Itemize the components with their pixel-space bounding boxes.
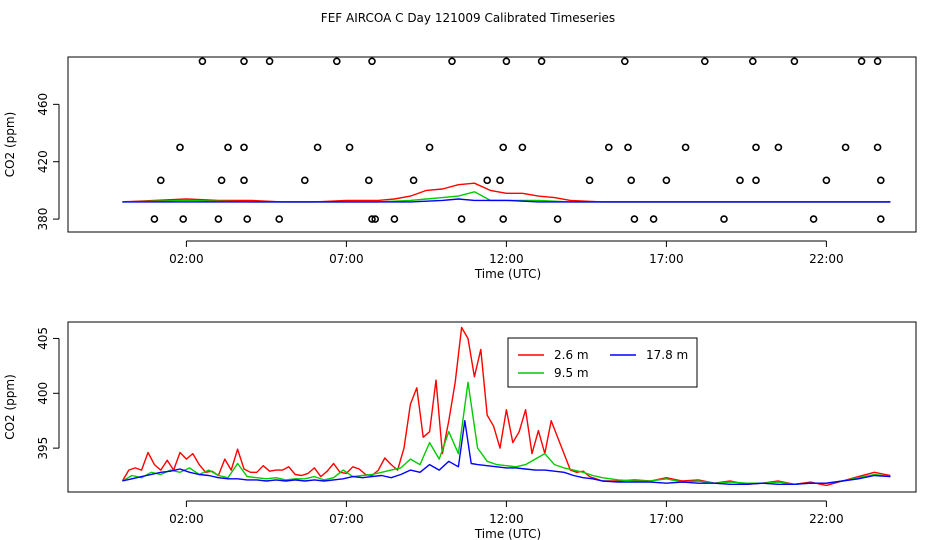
series-line-9-5-m [122,381,891,485]
data-point [409,176,418,185]
data-point [627,176,636,185]
data-point [809,215,818,223]
data-point [448,57,456,66]
x-axis-label: Time (UTC) [474,527,541,540]
data-point [822,176,831,185]
data-point [841,143,850,152]
data-point [364,176,373,185]
y-tick-label: 460 [36,93,50,116]
y-tick-label: 405 [36,327,50,350]
data-point [240,176,248,185]
legend: 2.6 m 9.5 m 17.8 m [507,337,698,388]
data-point [179,215,187,223]
data-point [368,215,376,223]
data-point [496,176,504,185]
data-point [876,176,885,185]
data-point [265,57,274,66]
data-point [332,57,341,66]
data-point [243,215,251,223]
bottom-panel: 02:00 07:00 12:00 17:00 22:00 Time (UTC) 395 40… [3,321,917,540]
data-point [585,176,594,185]
data-point [752,143,760,152]
y-axis-label: CO2 (ppm) [3,112,17,178]
data-point [198,57,207,66]
data-point [790,57,799,66]
legend-label: 2.6 m [554,348,589,362]
data-point [275,215,284,223]
data-point [604,143,613,152]
x-tick-label: 12:00 [489,252,524,266]
data-point [736,176,744,185]
chart-title: FEF AIRCOA C Day 121009 Calibrated Times… [321,11,615,25]
y-axis-label: CO2 (ppm) [3,374,17,440]
data-point [502,57,511,66]
x-tick-label: 22:00 [809,512,844,526]
data-point [876,215,885,223]
data-point [176,143,184,152]
data-point [240,57,248,66]
x-tick-label: 17:00 [649,512,684,526]
data-point [649,215,658,223]
data-point [368,57,376,66]
data-point [748,57,757,66]
x-tick-label: 07:00 [329,512,364,526]
data-point [313,143,322,152]
data-point [630,215,639,223]
data-layer [122,182,891,203]
data-point [873,57,882,66]
data-point [873,143,882,152]
x-tick-label: 12:00 [489,512,524,526]
data-point [537,57,546,66]
legend-label: 17.8 m [646,348,688,362]
data-point [425,143,434,152]
plot-frame [67,56,917,233]
data-layer [121,326,891,487]
x-tick-label: 02:00 [169,252,204,266]
data-point [752,176,760,185]
legend-label: 9.5 m [554,366,589,380]
x-tick-label: 07:00 [329,252,364,266]
data-point [300,176,309,185]
y-tick-label: 400 [36,382,50,405]
x-tick-label: 02:00 [169,512,204,526]
data-point [700,57,709,66]
data-point [240,143,248,152]
legend-box [507,337,698,388]
y-tick-label: 420 [36,150,50,173]
data-point [662,176,671,185]
x-tick-label: 17:00 [649,252,684,266]
plot-frame [67,321,917,493]
data-point [224,143,232,152]
y-tick-label: 380 [36,208,50,231]
series-line-17-8-m [122,198,891,203]
data-point [624,143,632,152]
data-point [774,143,783,152]
data-point [345,143,354,152]
data-point [214,215,223,223]
data-point [681,143,690,152]
data-point [720,215,728,223]
x-axis-label: Time (UTC) [474,267,541,281]
data-point [620,57,629,66]
data-point [217,176,226,185]
x-tick-label: 22:00 [809,252,844,266]
data-point [457,215,466,223]
data-point [483,176,492,185]
data-point [553,215,562,223]
series-line-2-6-m [122,182,891,203]
data-point [150,215,159,223]
top-panel: 02:00 07:00 12:00 17:00 22:00 Time (UTC) 380 42… [3,56,917,281]
series-line-17-8-m [122,420,891,485]
data-point [157,176,165,185]
data-point [518,143,527,152]
data-point [371,215,380,223]
y-tick-label: 395 [36,437,50,460]
data-point [857,57,866,66]
data-point [390,215,399,223]
series-line-2-6-m [121,326,891,487]
data-point [499,215,508,223]
data-point [499,143,508,152]
